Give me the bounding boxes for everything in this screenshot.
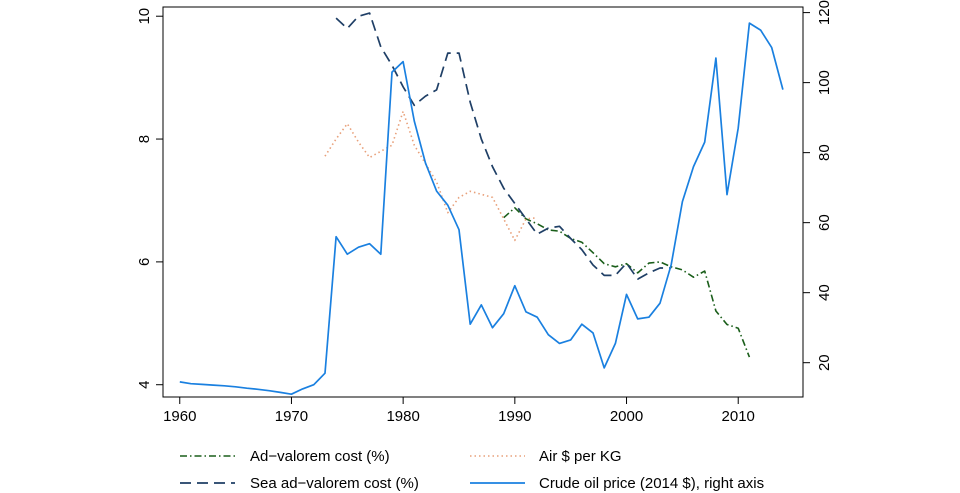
left-y-tick-label: 6: [136, 258, 153, 266]
left-y-axis: 4 6 8 10: [136, 8, 163, 389]
legend-label-air-per-kg: Air $ per KG: [539, 448, 622, 465]
right-y-tick-label: 100: [816, 70, 833, 95]
legend-label-sea-ad-valorem: Sea ad−valorem cost (%): [250, 475, 419, 492]
x-tick-label: 1980: [386, 408, 419, 425]
legend-label-ad-valorem: Ad−valorem cost (%): [250, 448, 390, 465]
right-y-tick-label: 60: [816, 214, 833, 231]
series-layer: [179, 12, 784, 396]
x-tick-label: 2000: [610, 408, 643, 425]
x-tick-label: 1960: [163, 408, 196, 425]
legend-label-crude-oil: Crude oil price (2014 $), right axis: [539, 475, 764, 492]
crude-oil-price-line: [179, 22, 784, 396]
ad-valorem-cost-line: [503, 207, 751, 358]
air-per-kg-line: [324, 110, 538, 242]
left-y-tick-label: 4: [136, 381, 153, 389]
legend: Ad−valorem cost (%) Air $ per KG Sea ad−…: [180, 448, 764, 492]
right-y-tick-label: 20: [816, 354, 833, 371]
left-y-tick-label: 8: [136, 135, 153, 143]
plot-frame: [162, 6, 804, 398]
right-y-tick-label: 40: [816, 284, 833, 301]
left-y-tick-label: 10: [136, 8, 153, 25]
sea-ad-valorem-cost-line: [335, 12, 672, 280]
right-y-tick-label: 120: [816, 0, 833, 25]
x-tick-label: 1970: [275, 408, 308, 425]
right-y-tick-label: 80: [816, 144, 833, 161]
x-tick-label: 1990: [498, 408, 531, 425]
x-tick-label: 2010: [722, 408, 755, 425]
right-y-axis: 20 40 60 80 100 120: [803, 0, 833, 371]
x-axis: 1960 1970 1980 1990 2000 2010: [163, 397, 755, 425]
